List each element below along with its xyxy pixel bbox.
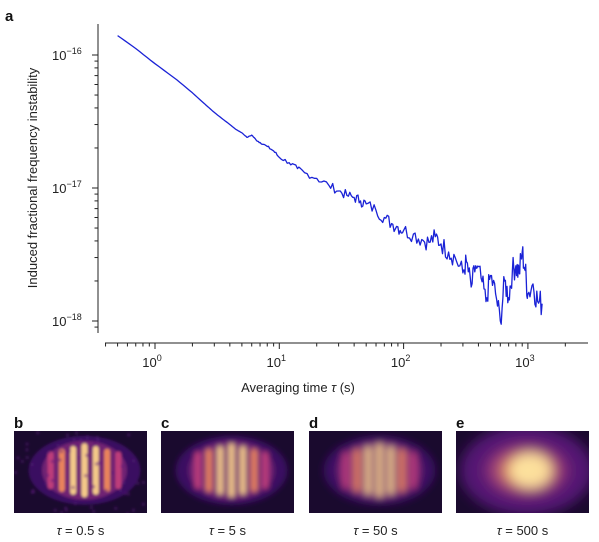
image-panel-d: d τ = 50 s [309,415,442,538]
x-tick-label: 103 [515,353,534,370]
heatmap-image [456,431,589,513]
panel-label-d: d [309,415,318,432]
panel-label-e: e [456,415,464,432]
x-axis-ticks: 100 101 102 103 [105,343,566,370]
y-tick-label: 10−16 [52,46,82,63]
panel-label-a: a [5,8,14,25]
x-tick-label: 101 [267,353,286,370]
panel-caption-c: τ = 5 s [209,523,247,538]
panel-a: a 100 101 102 103 10−16 10−17 10−18 Averaging… [5,8,588,395]
x-tick-label: 102 [391,353,410,370]
panel-label-b: b [14,415,23,432]
series-line [117,35,543,325]
x-tick-label: 100 [142,353,161,370]
y-tick-label: 10−18 [52,312,82,329]
image-panel-c: c τ = 5 s [161,415,294,538]
x-axis-label: Averaging time τ (s) [241,380,355,395]
image-panel-e: e τ = 500 s [456,415,589,538]
heatmap-image [161,431,294,513]
panel-caption-b: τ = 0.5 s [57,523,105,538]
series-layer [117,35,543,325]
panel-caption-e: τ = 500 s [497,523,549,538]
y-tick-label: 10−17 [52,179,82,196]
tau-symbol: τ [331,380,337,395]
heatmap-image [14,431,147,513]
panel-label-c: c [161,415,169,432]
y-axis-ticks: 10−16 10−17 10−18 [52,46,98,329]
plot-area: 100 101 102 103 10−16 10−17 10−18 [52,24,588,370]
heatmap-image [309,431,442,513]
y-axis-label: Induced fractional frequency instability [25,67,40,288]
panel-caption-d: τ = 50 s [353,523,398,538]
image-panel-b: b τ = 0.5 s [14,415,147,538]
image-panels: b τ = 0.5 s c τ = 5 s d τ = 50 s e τ = 500 s [14,415,589,538]
